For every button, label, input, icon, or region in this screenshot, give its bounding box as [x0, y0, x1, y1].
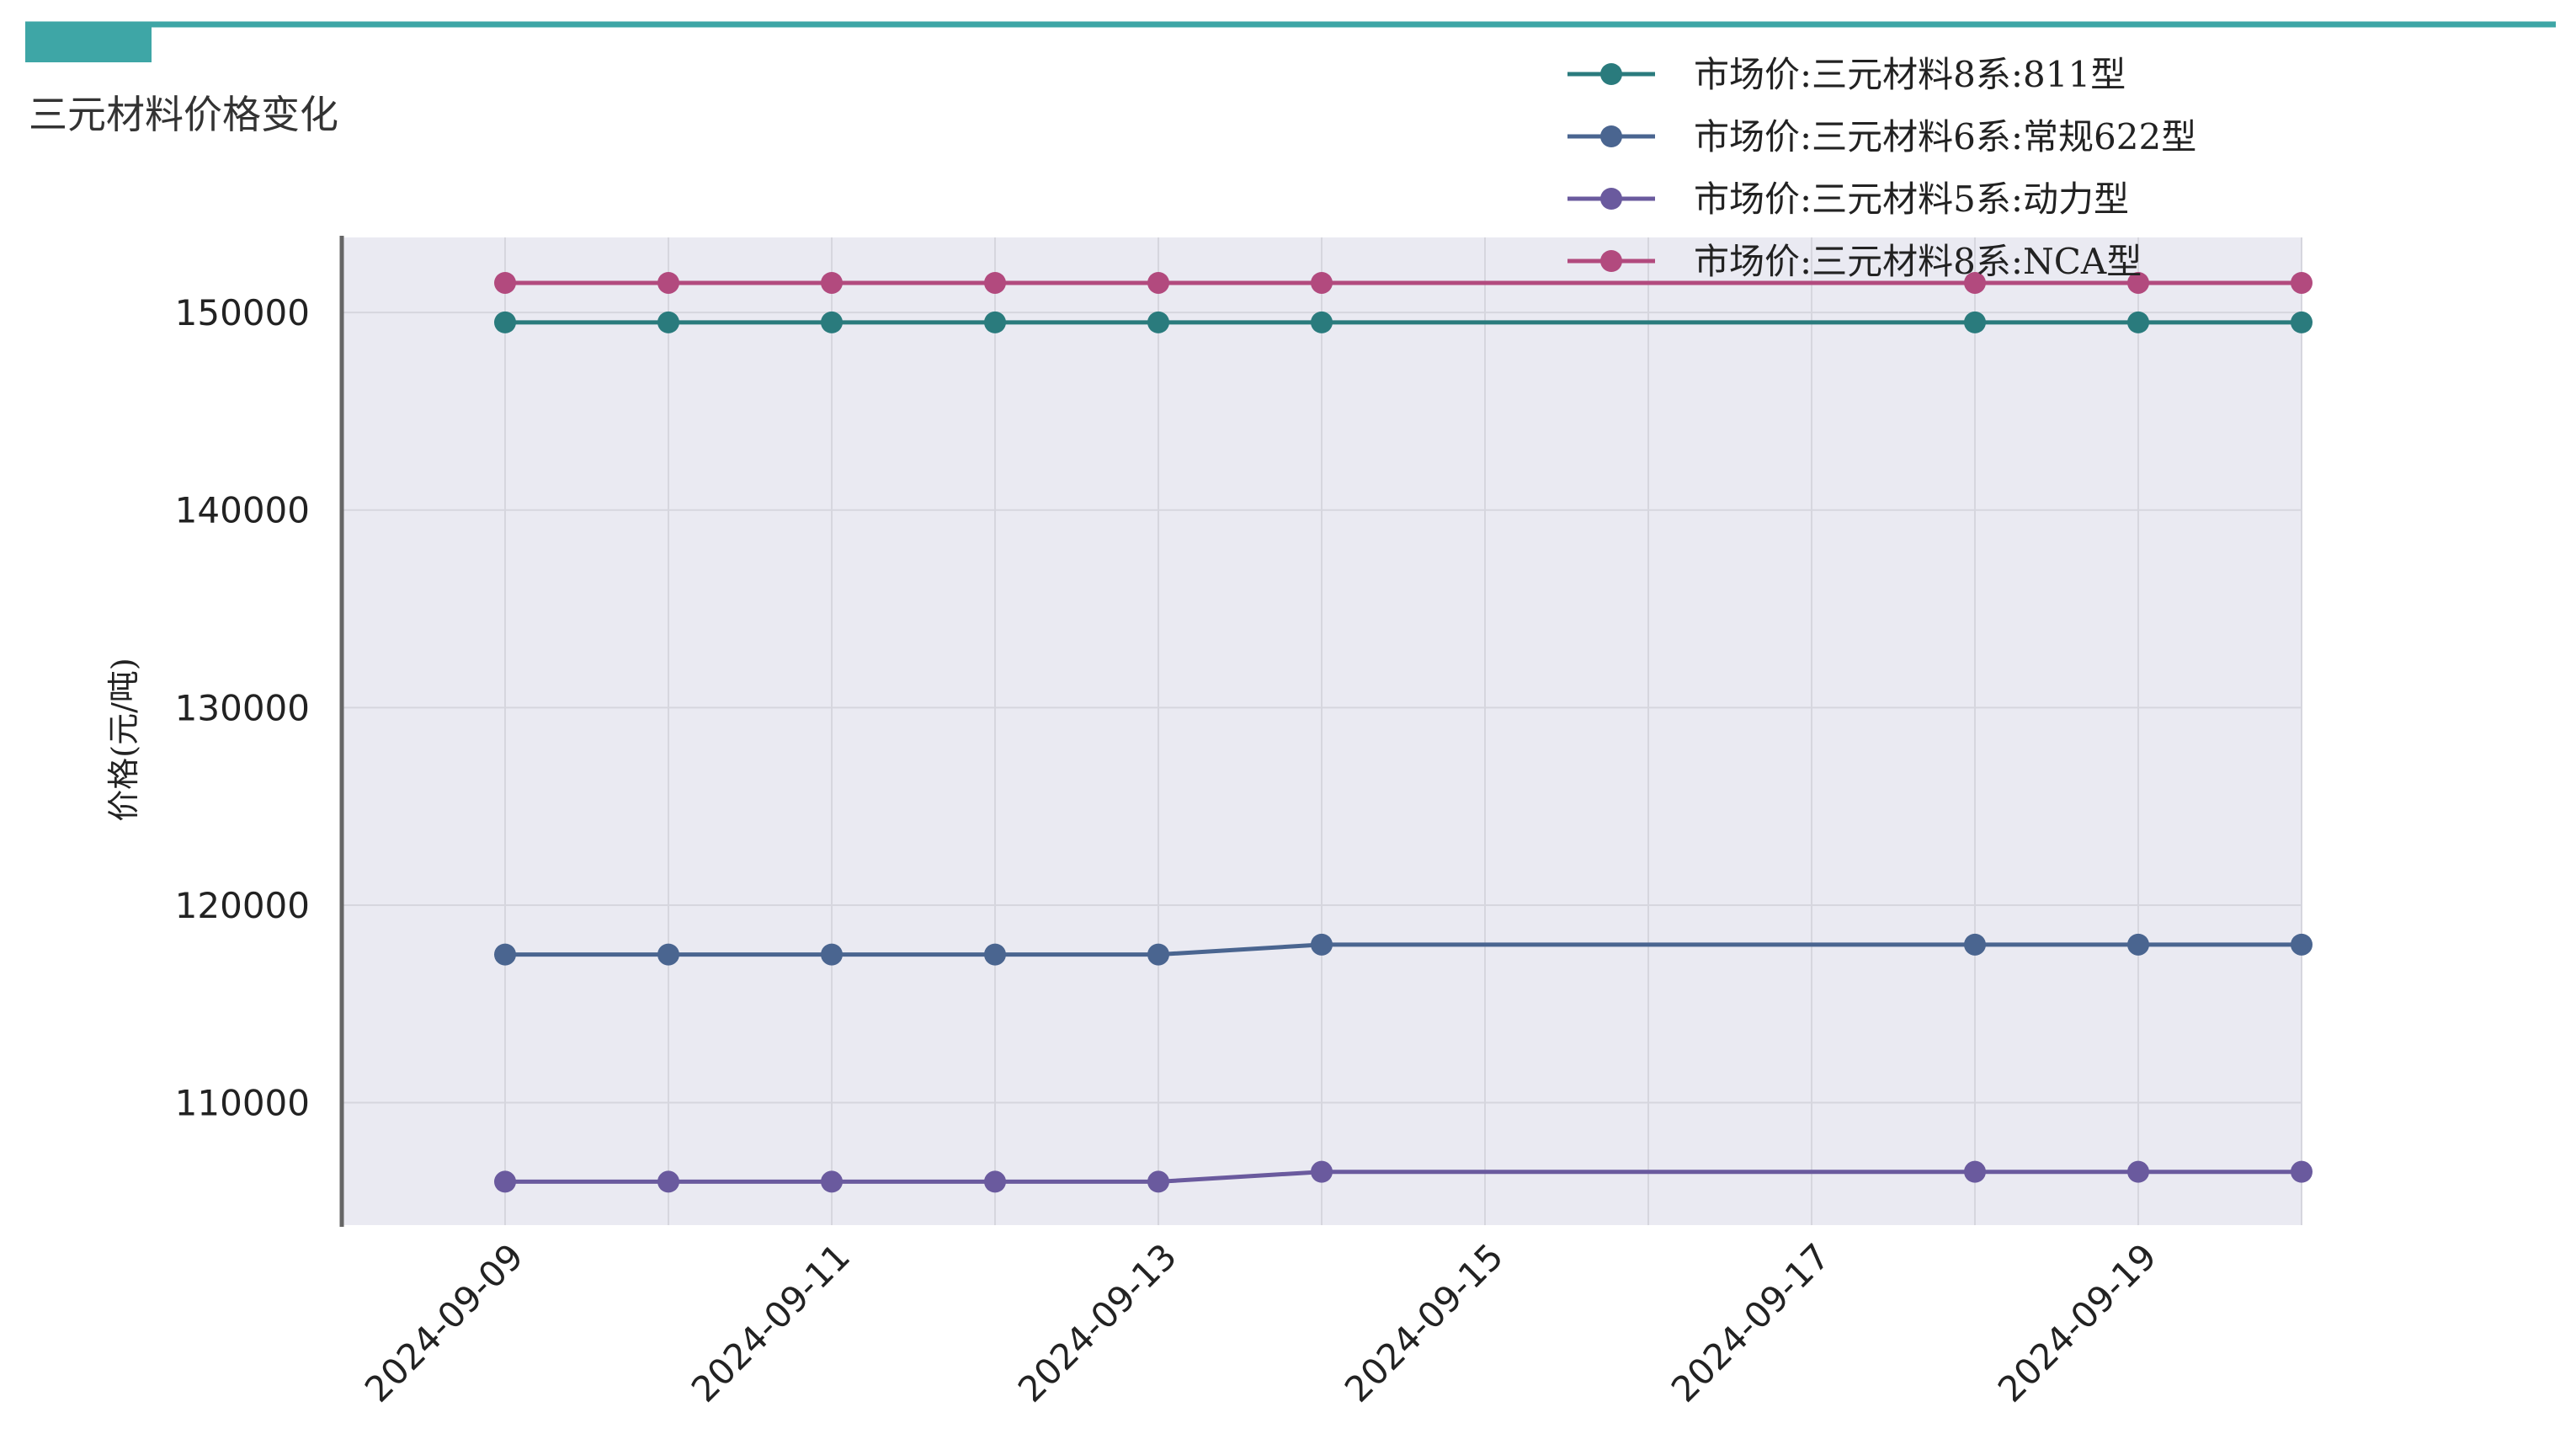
chart-title: 三元材料价格变化 — [29, 92, 338, 137]
data-point — [821, 271, 843, 294]
data-point — [494, 943, 516, 966]
data-point — [1311, 1160, 1333, 1183]
data-point — [2291, 933, 2313, 956]
legend-label: 市场价:三元材料5系:动力型 — [1694, 179, 2129, 220]
series-3 — [494, 1160, 2313, 1193]
x-tick-label: 2024-09-17 — [1663, 1235, 1838, 1410]
data-point — [657, 1170, 679, 1193]
data-point — [2127, 933, 2149, 956]
data-point — [657, 311, 679, 333]
series-group — [494, 271, 2313, 1193]
legend-item: 市场价:三元材料6系:常规622型 — [1567, 116, 2196, 157]
x-tick-label: 2024-09-11 — [684, 1235, 858, 1410]
legend-item: 市场价:三元材料8系:811型 — [1567, 54, 2126, 95]
legend-item: 市场价:三元材料5系:动力型 — [1567, 179, 2129, 220]
x-tick-label: 2024-09-09 — [357, 1235, 531, 1410]
data-point — [2291, 311, 2313, 333]
legend-label: 市场价:三元材料6系:常规622型 — [1694, 116, 2196, 157]
data-point — [2291, 271, 2313, 294]
data-point — [821, 311, 843, 333]
data-point — [657, 943, 679, 966]
data-point — [1311, 311, 1333, 333]
series-1 — [494, 311, 2313, 333]
y-tick-label: 120000 — [175, 885, 310, 926]
data-point — [2127, 271, 2149, 294]
legend-marker — [1600, 188, 1622, 210]
x-tick-label: 2024-09-13 — [1010, 1235, 1184, 1410]
legend-item: 市场价:三元材料8系:NCA型 — [1567, 241, 2142, 282]
data-point — [1964, 271, 1986, 294]
data-point — [657, 271, 679, 294]
legend: 市场价:三元材料8系:811型市场价:三元材料6系:常规622型市场价:三元材料… — [1567, 54, 2196, 282]
x-tick-label: 2024-09-15 — [1337, 1235, 1511, 1410]
data-point — [494, 271, 516, 294]
data-point — [2127, 1160, 2149, 1183]
legend-marker — [1600, 125, 1622, 147]
y-tick-label: 140000 — [175, 490, 310, 531]
legend-marker — [1600, 63, 1622, 85]
y-tick-label: 150000 — [175, 292, 310, 333]
data-point — [984, 1170, 1006, 1193]
data-point — [1964, 311, 1986, 333]
data-point — [1147, 1170, 1169, 1193]
data-point — [1147, 943, 1169, 966]
data-point — [1311, 933, 1333, 956]
data-point — [1147, 311, 1169, 333]
data-point — [821, 1170, 843, 1193]
legend-label: 市场价:三元材料8系:811型 — [1694, 54, 2126, 95]
series-2 — [494, 933, 2313, 966]
y-tick-label: 130000 — [175, 687, 310, 728]
y-axis-label: 价格(元/吨) — [105, 658, 142, 821]
data-point — [984, 311, 1006, 333]
header-accent-block — [25, 24, 152, 62]
data-point — [1311, 271, 1333, 294]
data-point — [984, 271, 1006, 294]
legend-label: 市场价:三元材料8系:NCA型 — [1694, 241, 2142, 282]
x-axis-ticks: 2024-09-09 2024-09-11 2024-09-13 2024-09-15… — [357, 1235, 2164, 1410]
legend-marker — [1600, 250, 1622, 272]
data-point — [2127, 311, 2149, 333]
data-point — [1147, 271, 1169, 294]
data-point — [494, 1170, 516, 1193]
data-point — [1964, 1160, 1986, 1183]
x-tick-label: 2024-09-19 — [1990, 1235, 2164, 1410]
data-point — [984, 943, 1006, 966]
y-axis-ticks: 110000 120000 130000 140000 150000 — [175, 292, 310, 1123]
data-point — [494, 311, 516, 333]
data-point — [2291, 1160, 2313, 1183]
data-point — [821, 943, 843, 966]
y-tick-label: 110000 — [175, 1083, 310, 1124]
series-4 — [494, 271, 2313, 294]
data-point — [1964, 933, 1986, 956]
